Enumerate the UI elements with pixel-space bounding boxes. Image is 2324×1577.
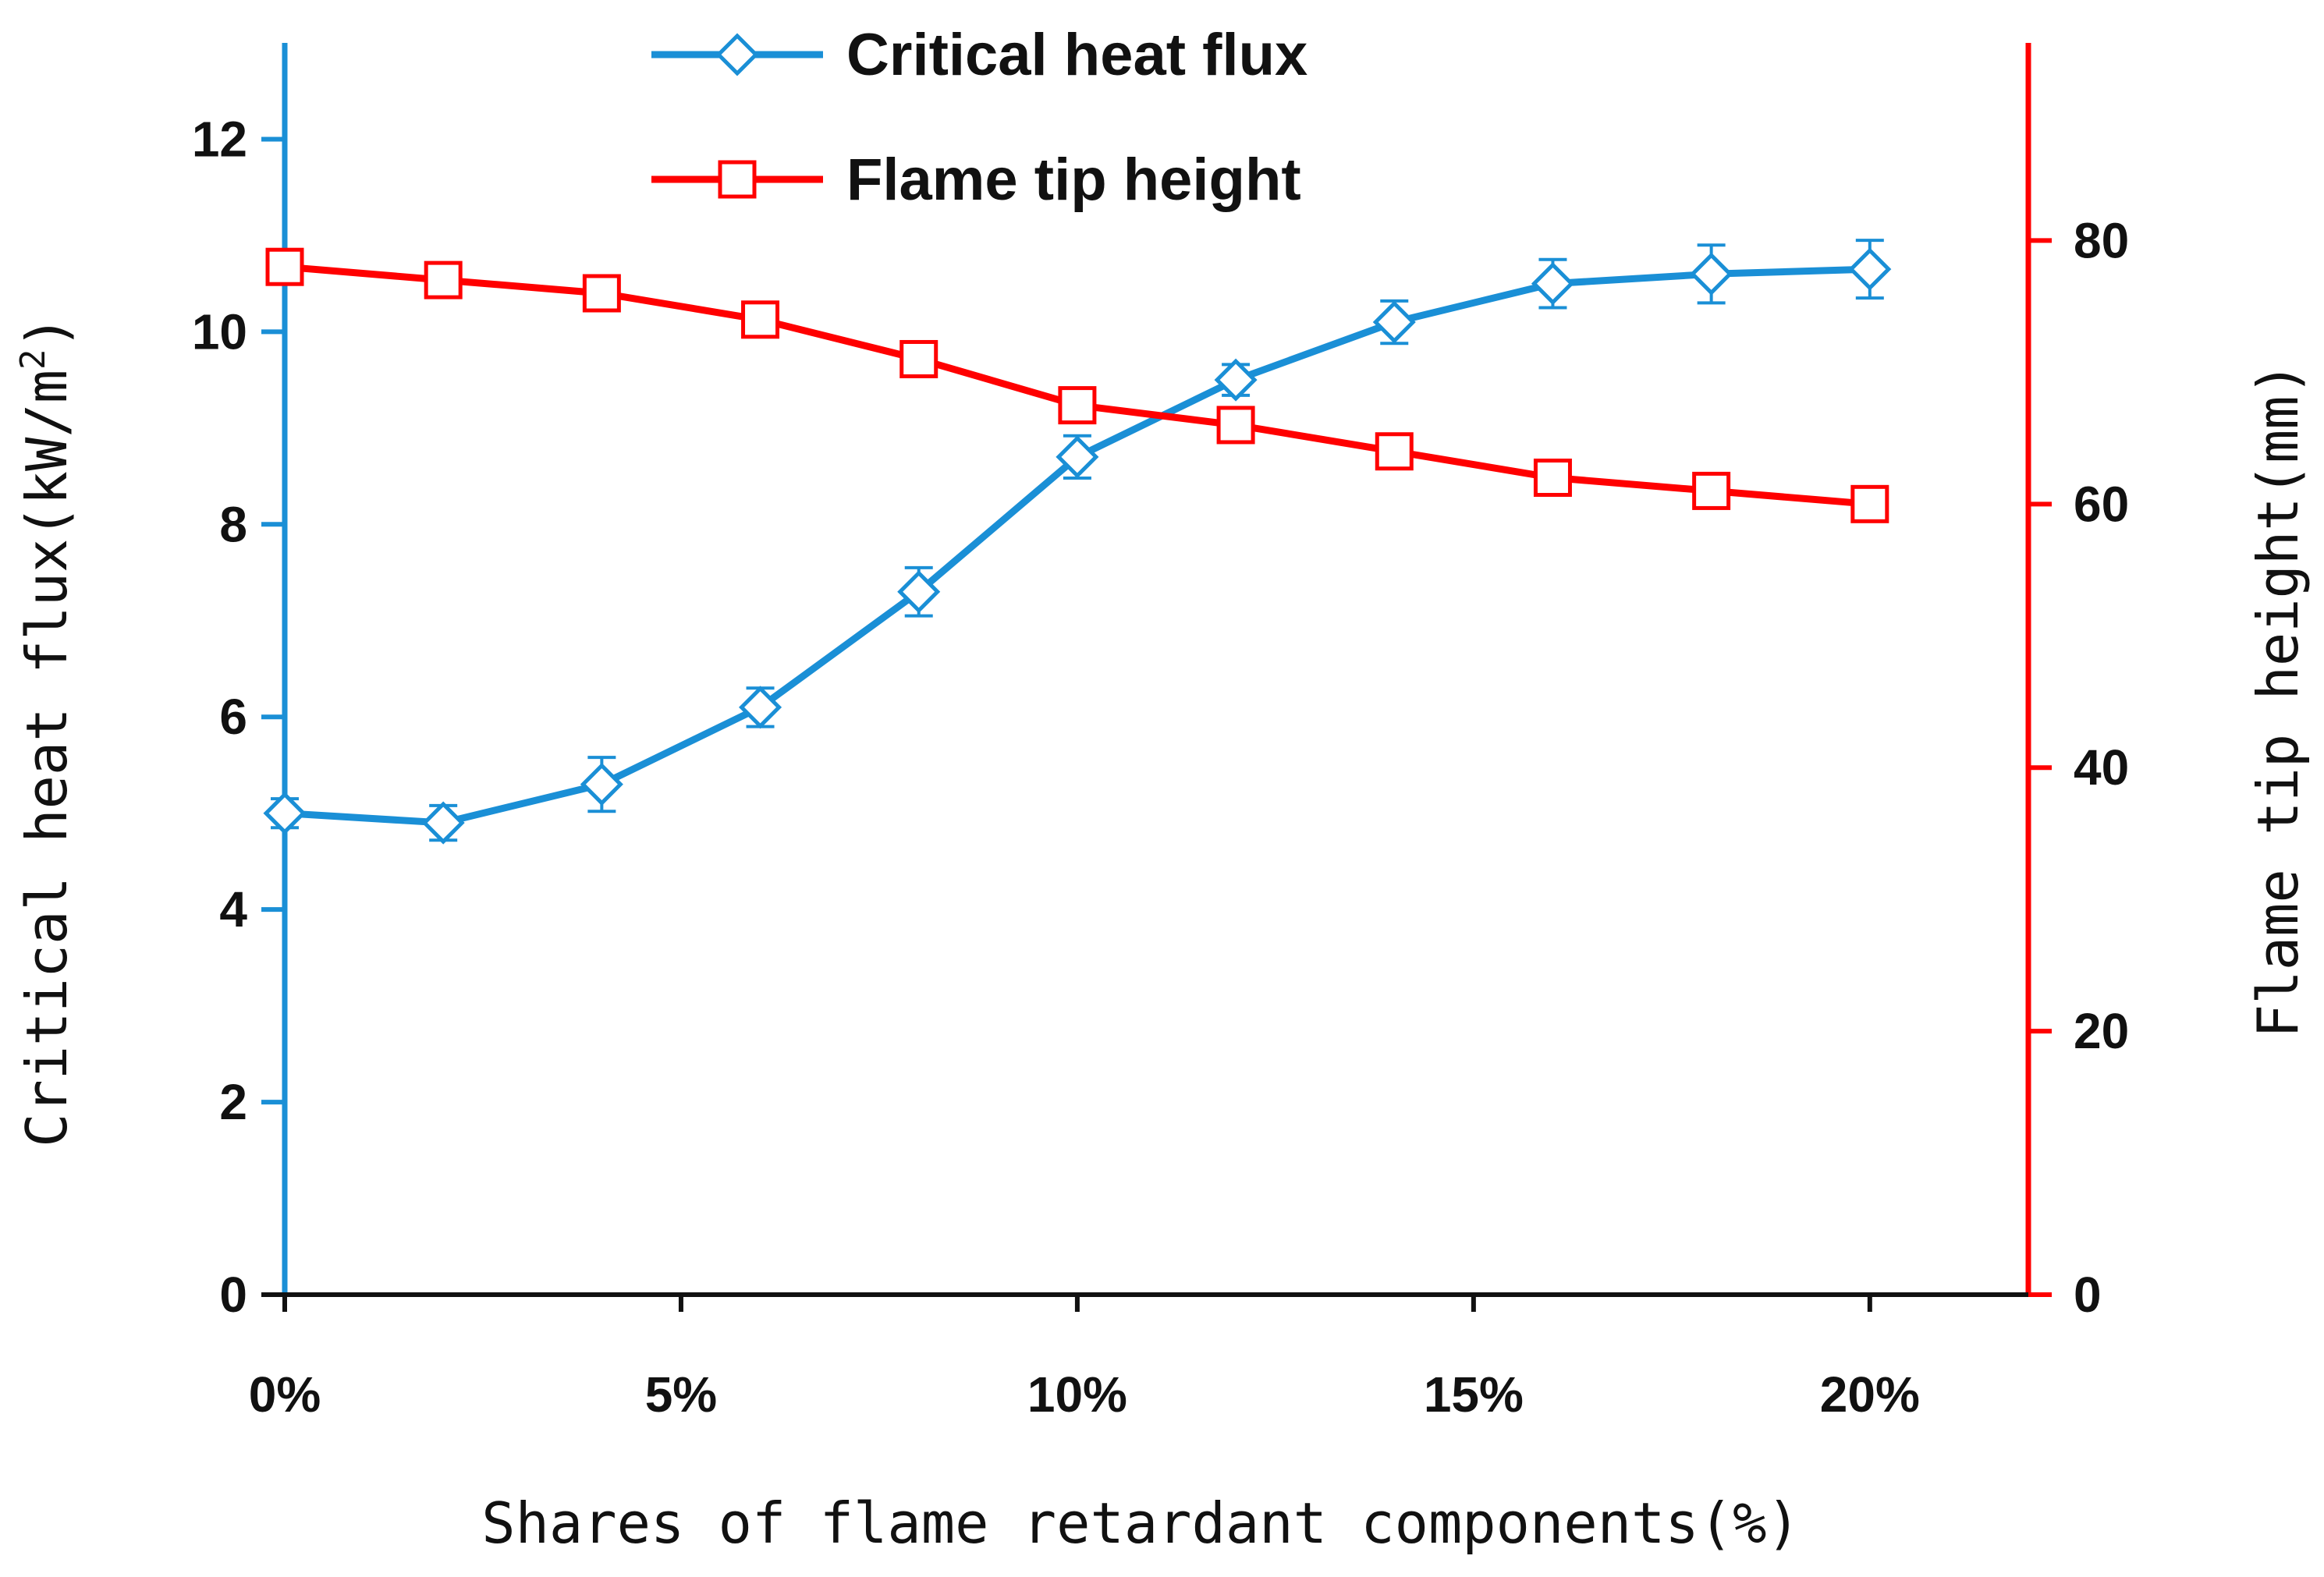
y-left-tick-label: 0 [219, 1267, 247, 1323]
data-point-diamond [1372, 300, 1416, 344]
y-left-tick-label: 12 [192, 111, 247, 167]
legend-marker-diamond [715, 33, 759, 76]
data-point-diamond [1690, 252, 1733, 296]
y-left-tick-label: 4 [219, 881, 247, 937]
data-point-square [1375, 432, 1414, 471]
y-left-tick-label: 8 [219, 496, 247, 552]
y-right-tick-label: 60 [2074, 476, 2129, 532]
x-tick-label: 15% [1424, 1366, 1524, 1423]
data-point-square [582, 274, 621, 313]
data-point-diamond [1531, 262, 1574, 306]
data-point-diamond [263, 792, 307, 835]
y-right-tick-label: 20 [2074, 1003, 2129, 1059]
y-left-tick-label: 6 [219, 689, 247, 745]
y-left-axis-label: Critical heat flux(kW/m2) [13, 315, 80, 1147]
data-point-square [1216, 406, 1255, 445]
y-right-axis-label: Flame tip height(mm) [2245, 362, 2311, 1038]
series-layer [263, 239, 1892, 845]
labels: Critical heat flux(kW/m2) Flame tip heig… [13, 315, 2311, 1556]
series-line [284, 265, 1870, 827]
x-tick-label: 0% [249, 1366, 321, 1423]
legend-marker-square [718, 160, 757, 199]
axes: 0 2 4 6 8 10 12 0 20 40 60 80 0% 5% 10% 15% 20% [192, 43, 2129, 1423]
data-point-square [1533, 459, 1572, 498]
data-point-square [1850, 484, 1889, 523]
data-point-square [741, 300, 780, 339]
y-right-tick-label: 40 [2074, 739, 2129, 796]
series-critical-heat-flux [263, 239, 1892, 845]
data-point-square [1058, 386, 1097, 425]
data-point-diamond [1056, 435, 1099, 479]
y-left-tick-label: 10 [192, 303, 247, 360]
data-point-diamond [739, 686, 782, 729]
data-point-diamond [580, 763, 623, 806]
x-tick-label: 10% [1027, 1366, 1127, 1423]
x-axis-label: Shares of flame retardant components(%) [481, 1490, 1801, 1556]
x-tick-label: 20% [1820, 1366, 1920, 1423]
y-right-tick-label: 80 [2074, 212, 2129, 268]
legend-label: Critical heat flux [846, 22, 1307, 88]
data-point-diamond [897, 570, 941, 614]
y-left-tick-label: 2 [219, 1074, 247, 1130]
legend: Critical heat flux Flame tip height [651, 22, 1307, 213]
x-tick-label: 5% [645, 1366, 718, 1423]
data-point-square [899, 339, 938, 378]
data-point-diamond [421, 801, 465, 845]
data-point-square [424, 260, 463, 299]
legend-label: Flame tip height [846, 147, 1301, 213]
data-point-square [265, 247, 304, 286]
data-point-square [1692, 471, 1731, 510]
y-right-tick-label: 0 [2074, 1267, 2102, 1323]
data-point-diamond [1848, 247, 1892, 291]
series-flame-tip-height [265, 247, 1889, 523]
data-point-diamond [1214, 358, 1258, 402]
